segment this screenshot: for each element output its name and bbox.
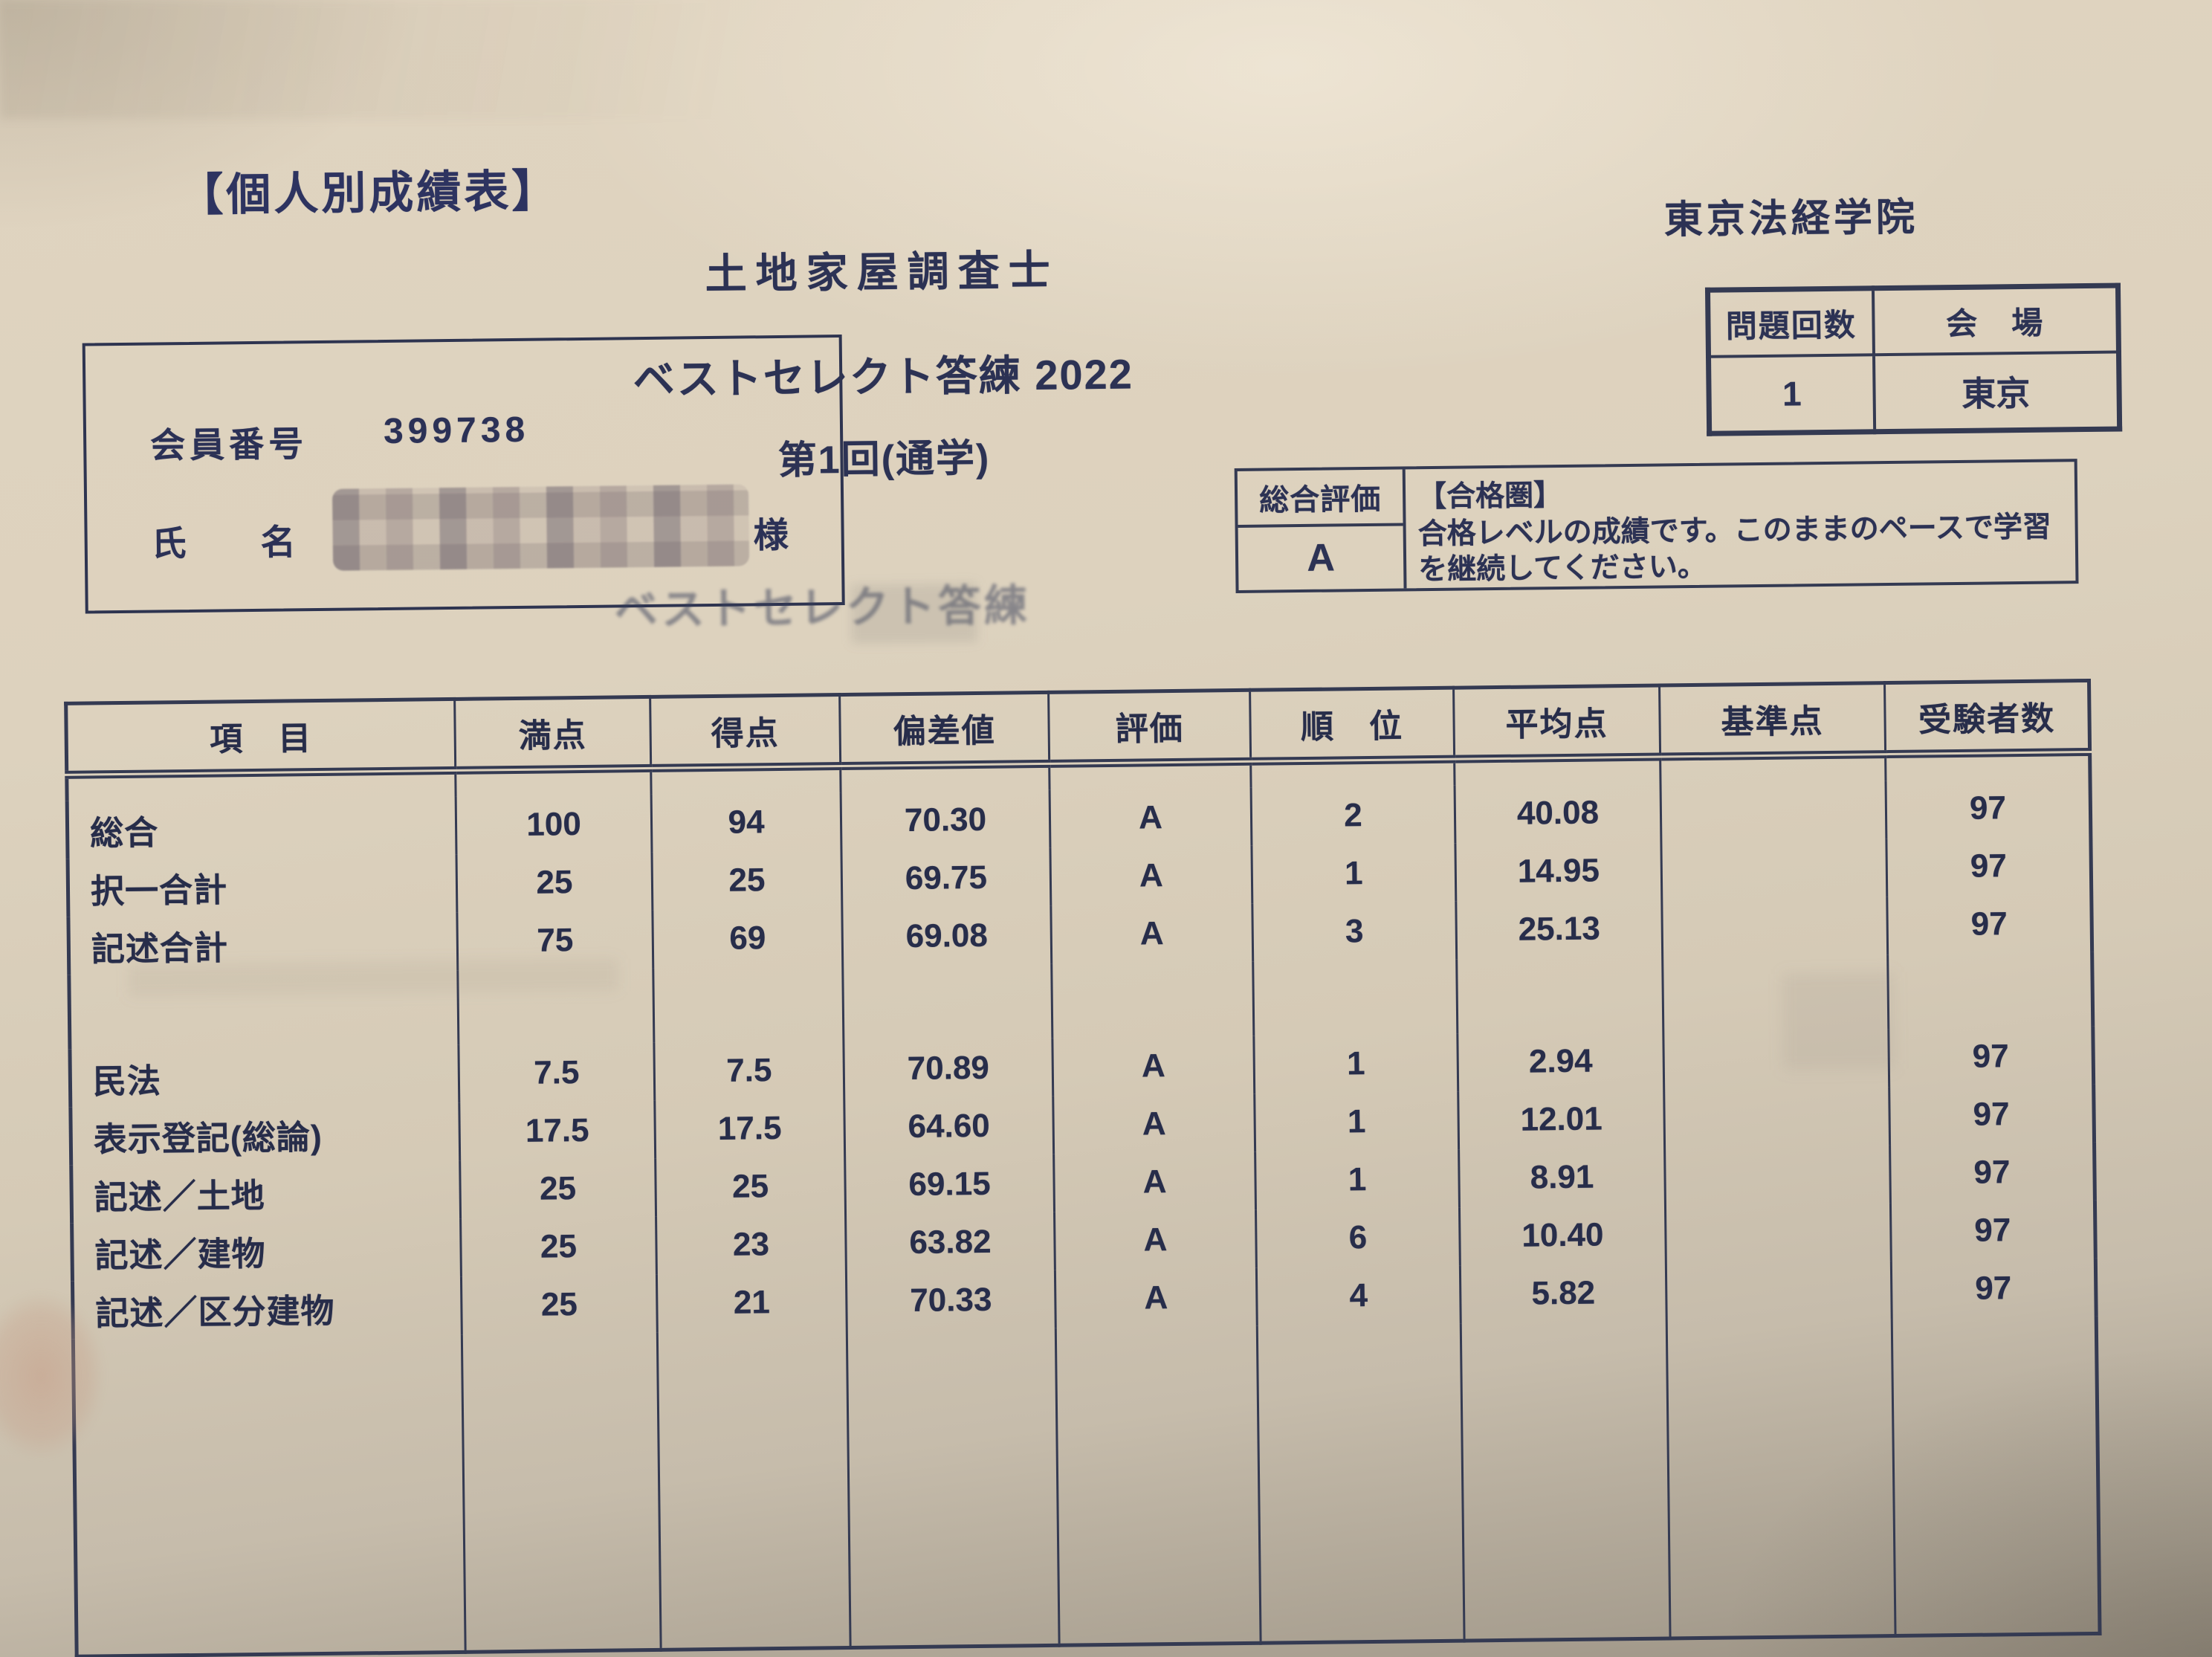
school-name: 東京法経学院 [1663, 196, 1919, 242]
col-header-examinees: 受験者数 [1884, 680, 2090, 755]
pass-zone-comment: 合格レベルの成績です。このままのペースで学習を継続してください。 [1417, 511, 2052, 586]
col-header-score: 得点 [650, 694, 841, 769]
page-title: 【個人別成績表】 [178, 166, 560, 221]
col-header-item: 項 目 [65, 699, 456, 775]
col-header-max: 満点 [454, 697, 651, 771]
member-number-value: 399738 [383, 410, 530, 451]
session-round-header: 問題回数 [1707, 288, 1874, 357]
session-table-header-row: 問題回数 会 場 [1707, 285, 2119, 357]
member-number-label: 会員番号 [149, 424, 308, 465]
col-header-rank: 順 位 [1249, 688, 1455, 762]
overall-evaluation-grade: A [1306, 536, 1336, 580]
table-filler-row [73, 1316, 2101, 1657]
col-header-deviation: 偏差値 [839, 692, 1050, 766]
col-header-standard: 基準点 [1659, 682, 1886, 758]
showthrough-patch [850, 582, 978, 644]
member-name-label: 氏 名 [151, 522, 298, 563]
overall-evaluation-comment-cell: 【合格圏】 合格レベルの成績です。このままのペースで学習を継続してください。 [1406, 462, 2076, 588]
session-table-value-row: 1 東京 [1708, 352, 2120, 434]
session-venue-header: 会 場 [1872, 285, 2119, 355]
col-header-grade: 評価 [1048, 690, 1251, 764]
score-table: 項 目 満点 得点 偏差値 評価 順 位 平均点 基準点 受験者数 総合 10 [64, 678, 2102, 1657]
member-info-box: 会員番号 399738 氏 名 様 [82, 334, 845, 614]
member-name-suffix: 様 [753, 514, 789, 555]
session-table: 問題回数 会 場 1 東京 [1704, 282, 2123, 436]
member-name-redacted [332, 484, 750, 571]
overall-evaluation-label: 総合評価 [1237, 469, 1403, 528]
exam-name: 土地家屋調査士 [705, 246, 1059, 298]
col-header-average: 平均点 [1453, 685, 1660, 760]
pass-zone-title: 【合格圏】 [1417, 479, 1563, 514]
overall-evaluation-box: 総合評価 A 【合格圏】 合格レベルの成績です。このままのペースで学習を継続して… [1234, 459, 2079, 593]
overall-evaluation-left: 総合評価 A [1237, 469, 1407, 590]
session-round-value: 1 [1708, 355, 1875, 434]
session-venue-value: 東京 [1873, 352, 2120, 432]
